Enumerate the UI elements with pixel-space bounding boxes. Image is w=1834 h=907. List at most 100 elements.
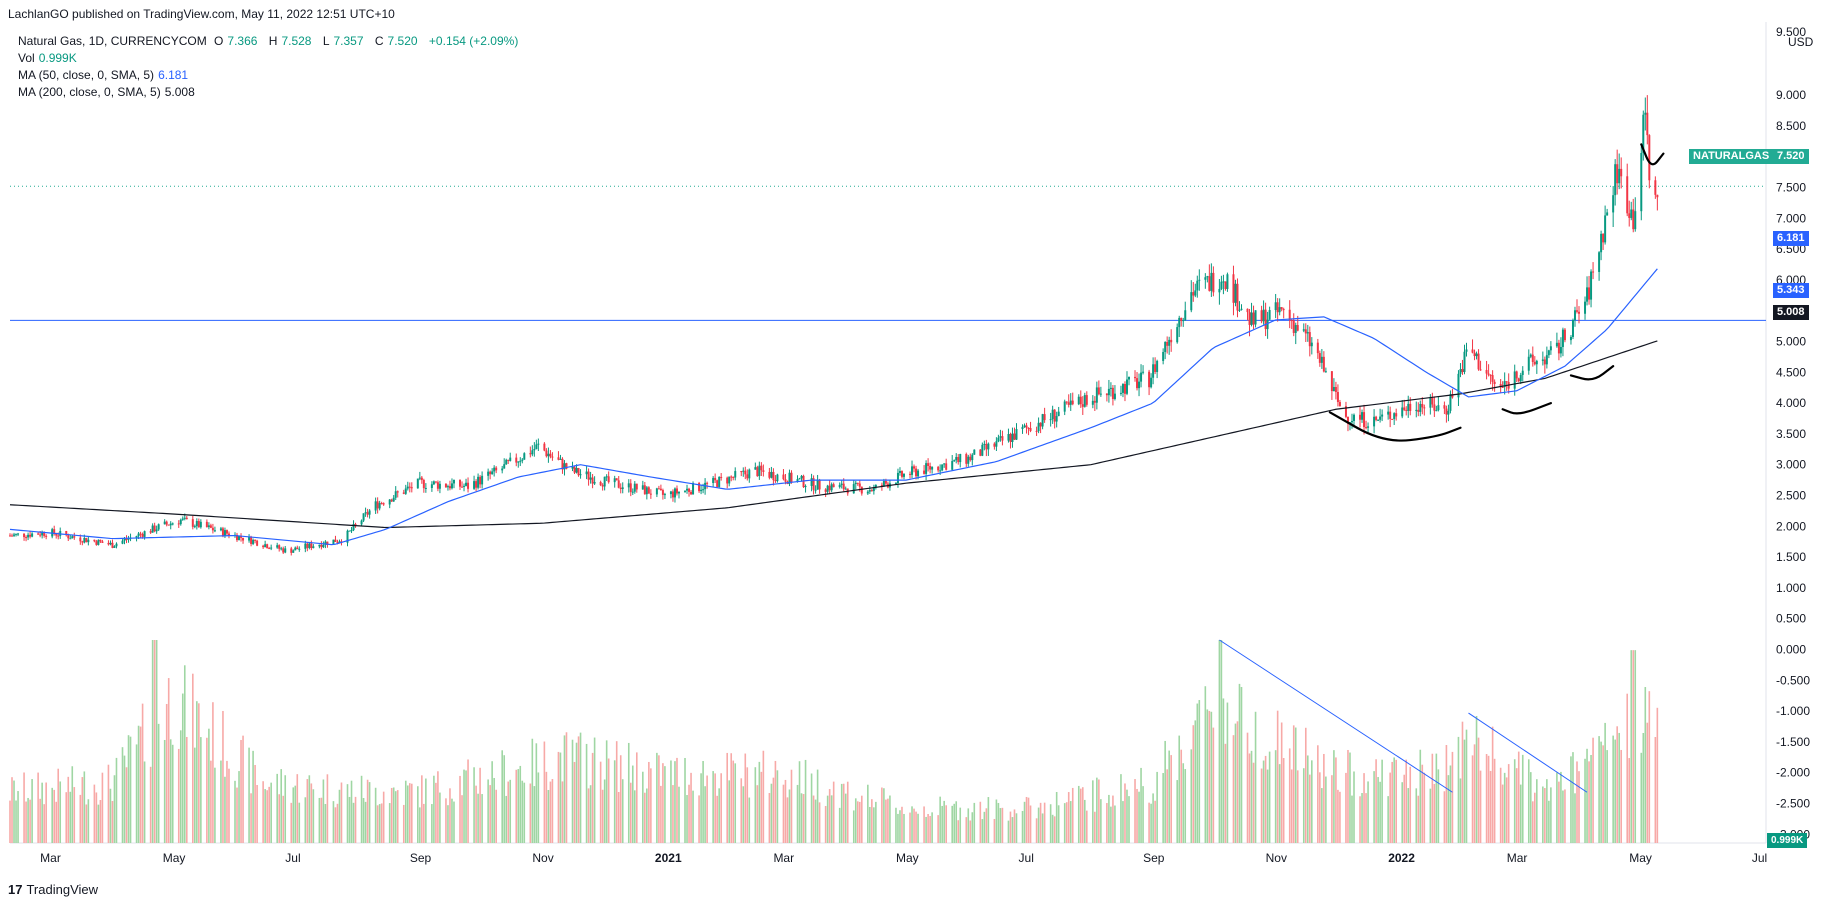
- candle-body: [434, 481, 437, 483]
- volume-bar: [1634, 650, 1637, 843]
- volume-bar: [51, 787, 53, 843]
- candle-body: [1447, 410, 1450, 415]
- price-tick-label: 0.000: [1776, 643, 1806, 657]
- volume-bar: [1222, 698, 1225, 843]
- candle-body: [800, 475, 803, 479]
- volume-bar: [969, 820, 972, 843]
- volume-bar: [1194, 720, 1197, 843]
- volume-bar: [1578, 771, 1580, 843]
- candle-body: [294, 547, 297, 551]
- volume-bar: [439, 792, 441, 843]
- candle-body: [141, 533, 144, 537]
- volume-bar: [57, 768, 60, 843]
- candle-body: [615, 478, 618, 481]
- volume-trendline: [1219, 639, 1453, 793]
- candle-body: [1336, 392, 1339, 403]
- volume-bar: [1620, 749, 1622, 843]
- candle-body: [1618, 168, 1621, 184]
- candle-body: [1421, 403, 1424, 408]
- candle-body: [1642, 114, 1645, 154]
- volume-bar: [43, 804, 45, 843]
- candle-body: [917, 470, 920, 477]
- volume-bar: [521, 780, 524, 843]
- volume-bar: [346, 784, 349, 843]
- candle-body: [1308, 332, 1311, 347]
- volume-bar: [1236, 721, 1239, 843]
- volume-bar: [354, 796, 357, 843]
- volume-bar: [1590, 754, 1592, 843]
- candle-body: [1571, 320, 1574, 337]
- volume-bar: [37, 772, 39, 843]
- volume-bar: [1489, 770, 1492, 843]
- volume-bar: [99, 800, 102, 843]
- candle-body: [856, 482, 859, 484]
- candle-body: [1433, 404, 1436, 411]
- volume-bar: [380, 803, 383, 843]
- volume-bar: [1096, 777, 1098, 843]
- volume-bar: [782, 784, 785, 843]
- candle-body: [1359, 414, 1362, 420]
- volume-bar: [565, 732, 568, 843]
- candle-body: [352, 524, 355, 531]
- candle-body: [579, 474, 582, 476]
- volume-bar: [1264, 755, 1267, 843]
- candle-body: [254, 539, 257, 541]
- candle-body: [1632, 209, 1635, 230]
- symbol-name[interactable]: Natural Gas, 1D, CURRENCYCOM: [18, 34, 207, 48]
- candle-body: [965, 453, 968, 464]
- volume-bar: [396, 790, 399, 843]
- volume-bar: [899, 810, 901, 843]
- candle-body: [199, 521, 202, 528]
- candle-body: [758, 465, 761, 477]
- candle-body: [1543, 359, 1546, 365]
- candle-body: [1240, 308, 1243, 310]
- candle-body: [1443, 405, 1446, 409]
- ma200-legend[interactable]: MA (200, close, 0, SMA, 5) 5.008: [18, 85, 199, 99]
- ma50-legend[interactable]: MA (50, close, 0, SMA, 5) 6.181: [18, 68, 192, 82]
- volume-bar: [1570, 756, 1572, 843]
- volume-legend[interactable]: Vol 0.999K: [18, 51, 81, 65]
- volume-bar: [1198, 700, 1201, 843]
- candle-body: [925, 463, 928, 474]
- volume-bar: [587, 788, 590, 843]
- candle-body: [790, 472, 793, 482]
- candle-body: [728, 476, 731, 484]
- candle-body: [1409, 403, 1412, 411]
- candle-body: [236, 534, 239, 541]
- candle-body: [814, 489, 817, 491]
- volume-bar: [1463, 739, 1466, 843]
- candle-body: [507, 459, 510, 461]
- candle-body: [1350, 420, 1353, 423]
- candle-body: [223, 530, 226, 536]
- candle-body: [1246, 308, 1249, 313]
- candle-body: [473, 481, 476, 489]
- candle-body: [1011, 433, 1014, 442]
- candle-body: [657, 488, 660, 490]
- candle-body: [1136, 378, 1139, 389]
- candle-body: [1067, 402, 1070, 405]
- candle-body: [418, 477, 421, 479]
- volume-bar: [826, 795, 829, 843]
- candle-body: [43, 532, 46, 536]
- volume-bar: [1600, 741, 1602, 843]
- candle-body: [394, 491, 397, 498]
- volume-bar: [770, 783, 773, 843]
- volume-bar: [838, 807, 841, 843]
- volume-bar: [686, 795, 688, 843]
- candle-body: [732, 476, 735, 478]
- volume-bar: [451, 798, 453, 843]
- volume-bar: [1001, 807, 1004, 843]
- candle-body: [1041, 414, 1044, 427]
- volume-bar: [1564, 789, 1566, 843]
- candle-body: [219, 528, 222, 531]
- volume-bar: [115, 757, 118, 843]
- symbol-price-label: NATURALGAS: [1689, 149, 1774, 164]
- candle-body: [1648, 135, 1651, 181]
- candle-body: [475, 481, 478, 488]
- tradingview-brand[interactable]: 17 TradingView: [8, 882, 98, 897]
- volume-bar: [1529, 772, 1532, 843]
- candle-body: [1210, 272, 1213, 291]
- volume-bar: [760, 771, 763, 843]
- volume-bar: [1401, 782, 1404, 843]
